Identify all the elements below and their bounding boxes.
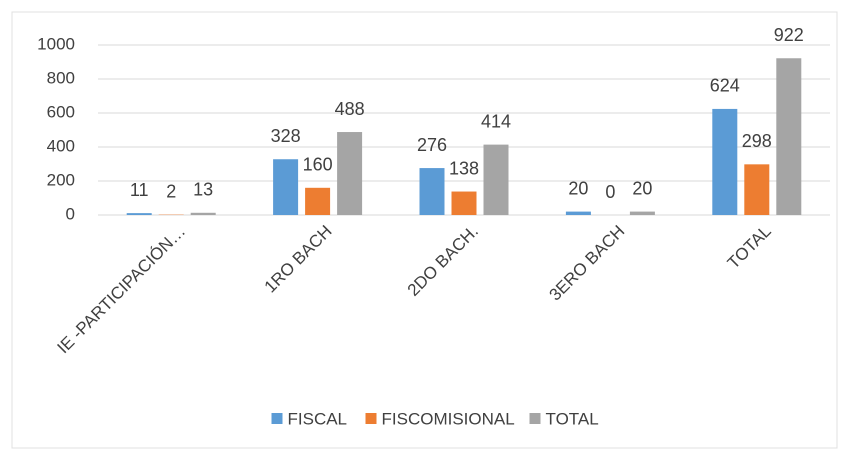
bar <box>337 132 362 215</box>
data-label: 11 <box>130 180 149 200</box>
bar <box>191 213 216 215</box>
bar <box>127 213 152 215</box>
data-label: 160 <box>303 155 333 175</box>
legend-label: TOTAL <box>546 409 599 428</box>
bar <box>452 192 477 215</box>
data-label: 624 <box>710 76 740 96</box>
data-label: 414 <box>481 111 511 131</box>
y-tick-label: 1000 <box>37 34 75 53</box>
legend-swatch <box>272 413 283 424</box>
y-tick-label: 400 <box>47 136 75 155</box>
bar <box>712 109 737 215</box>
bar <box>744 164 769 215</box>
data-label: 488 <box>335 99 365 119</box>
data-label: 276 <box>417 135 447 155</box>
bar <box>630 212 655 215</box>
legend-label: FISCOMISIONAL <box>382 409 515 428</box>
bar <box>305 188 330 215</box>
data-label: 2 <box>166 181 176 201</box>
y-tick-label: 0 <box>66 204 75 223</box>
bar <box>566 212 591 215</box>
bar <box>484 145 509 215</box>
y-tick-label: 600 <box>47 102 75 121</box>
legend-swatch <box>366 413 377 424</box>
data-label: 20 <box>568 178 588 198</box>
data-label: 20 <box>632 178 652 198</box>
data-label: 138 <box>449 158 479 178</box>
y-tick-label: 200 <box>47 170 75 189</box>
data-label: 922 <box>774 25 804 45</box>
bar <box>420 168 445 215</box>
legend-label: FISCAL <box>288 409 348 428</box>
data-label: 0 <box>605 182 615 202</box>
data-label: 328 <box>271 126 301 146</box>
data-label: 298 <box>742 131 772 151</box>
bar <box>273 159 298 215</box>
data-label: 13 <box>193 180 213 200</box>
legend-swatch <box>530 413 541 424</box>
y-tick-label: 800 <box>47 68 75 87</box>
bar <box>776 58 801 215</box>
